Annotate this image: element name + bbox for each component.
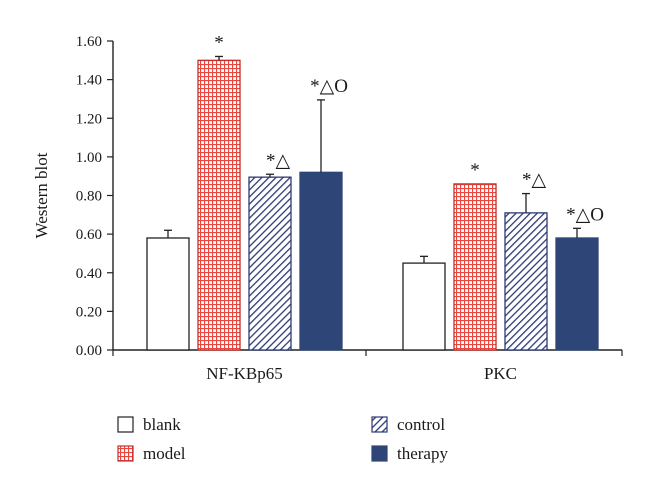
legend: blank model control therapy: [117, 415, 448, 463]
bar-control: [504, 212, 548, 351]
legend-label-control: control: [397, 415, 445, 434]
y-axis-title: Western blot: [32, 152, 51, 238]
significance-label: *△O: [566, 204, 604, 225]
legend-label-model: model: [143, 444, 186, 463]
y-tick-label: 0.80: [76, 189, 102, 205]
y-tick-label: 0.60: [76, 227, 102, 243]
legend-swatch-blank: [117, 416, 134, 433]
legend-swatch-control: [371, 416, 388, 433]
bar-model: [453, 183, 497, 351]
bar-control: [248, 176, 292, 351]
bar-therapy: [299, 171, 343, 351]
legend-swatch-therapy: [371, 445, 388, 462]
y-tick-label: 1.00: [76, 150, 102, 166]
bars: * *△ *△O * *△ *△O: [146, 32, 604, 351]
y-tick-label: 1.40: [76, 73, 102, 89]
bar-model: [197, 59, 241, 351]
y-tick-label: 1.60: [76, 34, 102, 50]
category-label: NF-KBp65: [206, 364, 283, 383]
category-label: PKC: [484, 364, 517, 383]
significance-label: *△: [266, 150, 291, 171]
bar-blank: [402, 262, 446, 351]
bar-blank: [146, 237, 190, 351]
significance-label: *: [214, 32, 224, 53]
x-axis: NF-KBp65 PKC: [112, 349, 623, 383]
y-tick-label: 0.40: [76, 266, 102, 282]
bar-therapy: [555, 237, 599, 351]
significance-label: *△O: [310, 76, 348, 97]
legend-label-blank: blank: [143, 415, 181, 434]
y-tick-label: 0.20: [76, 304, 102, 320]
y-tick-label: 0.00: [76, 343, 102, 359]
y-tick-label: 1.20: [76, 111, 102, 127]
legend-label-therapy: therapy: [397, 444, 448, 463]
y-axis: 0.00 0.20 0.40 0.60 0.80 1.00 1.20 1.40 1.60 West…: [32, 34, 114, 359]
significance-label: *△: [522, 170, 547, 191]
significance-label: *: [470, 160, 480, 181]
legend-swatch-model: [117, 445, 134, 462]
